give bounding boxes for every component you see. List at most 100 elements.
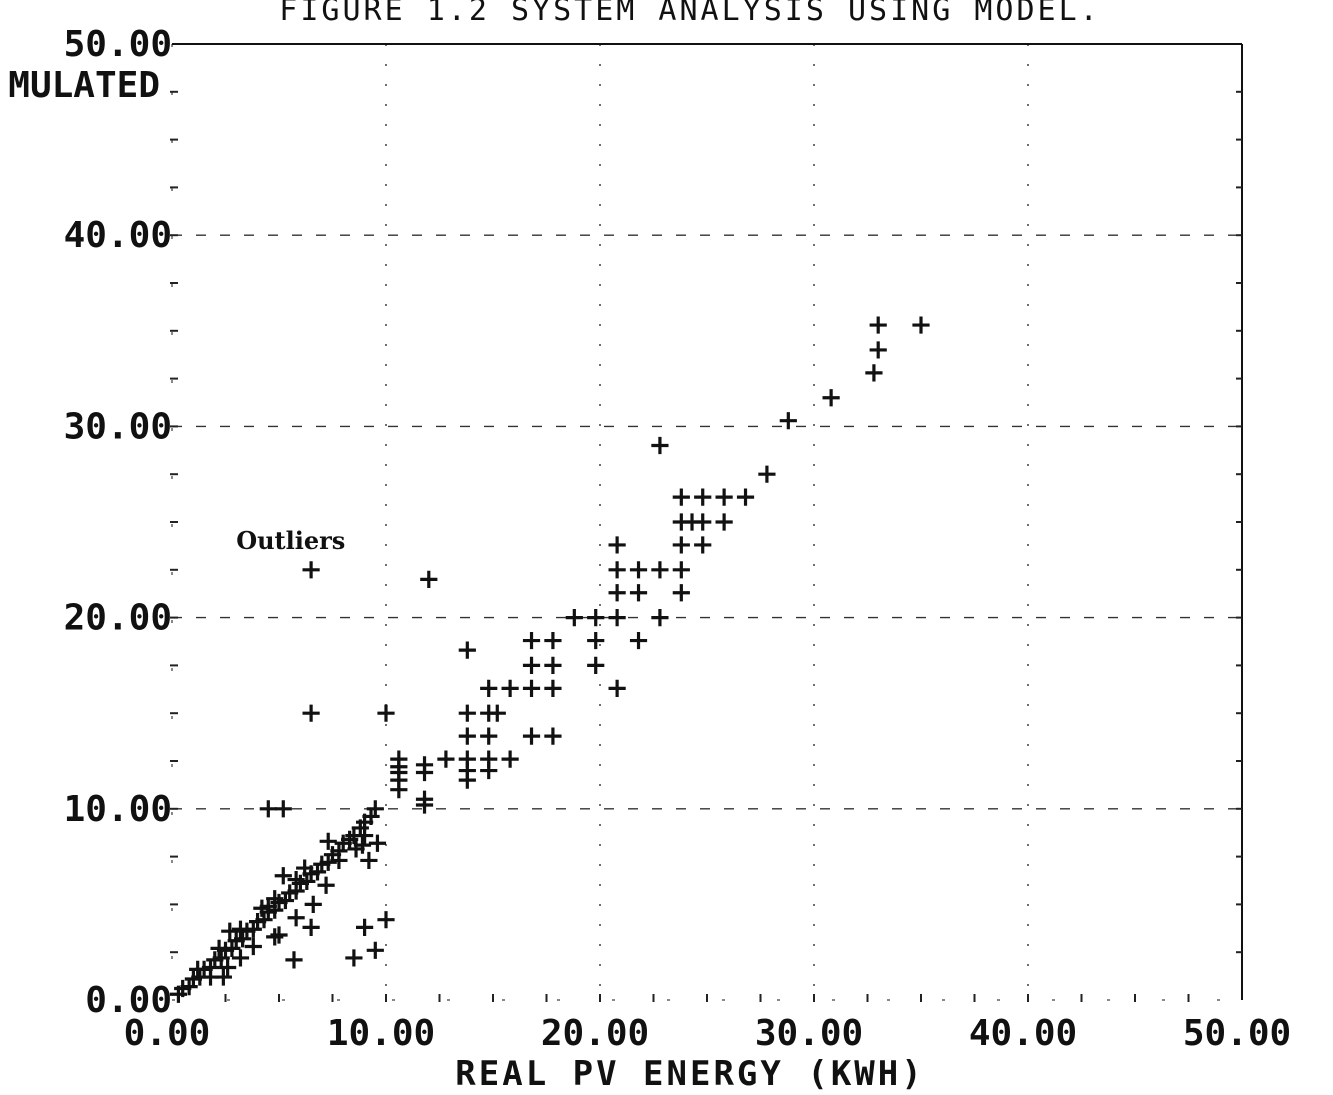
data-point	[865, 364, 883, 382]
data-point	[715, 488, 733, 506]
data-point	[651, 436, 669, 455]
data-point	[587, 631, 605, 650]
y-tick-label: 0.00	[85, 980, 172, 1021]
data-point	[216, 941, 235, 959]
data-point	[360, 851, 378, 870]
data-point	[522, 631, 541, 650]
data-point	[672, 584, 690, 602]
y-tick-labels: 0.00 10.00 20.00 30.00 40.00 50.00	[64, 24, 172, 1021]
x-axis-label: REAL PV ENERGY (KWH)	[455, 1054, 924, 1094]
data-point	[488, 704, 506, 722]
data-point	[458, 704, 476, 722]
data-point	[629, 561, 648, 579]
data-point	[274, 800, 292, 818]
data-point	[608, 536, 626, 554]
data-point	[302, 918, 320, 936]
chart-title: FIGURE 1.2 SYSTEM ANALYSIS USING MODEL.	[279, 0, 1100, 28]
data-point	[608, 584, 626, 602]
data-point	[522, 656, 541, 674]
data-point	[694, 536, 712, 554]
data-point	[366, 800, 384, 818]
data-point	[210, 939, 228, 957]
x-tick-label: 0.00	[124, 1013, 211, 1054]
y-tick-label: 20.00	[64, 598, 172, 639]
data-point	[420, 570, 438, 588]
data-point	[330, 851, 348, 870]
data-point	[565, 609, 583, 627]
data-point	[302, 561, 320, 579]
data-point	[174, 979, 192, 998]
data-point	[758, 465, 776, 483]
data-point	[345, 949, 363, 967]
annotations: Outliers	[236, 526, 345, 555]
data-point	[822, 389, 840, 407]
data-point	[189, 960, 207, 979]
data-point	[458, 727, 476, 745]
data-point	[296, 859, 314, 877]
data-point	[587, 656, 605, 674]
x-tick-label: 30.00	[755, 1013, 863, 1054]
data-point	[253, 899, 271, 917]
data-point	[214, 968, 232, 986]
data-point	[779, 412, 797, 430]
data-point	[608, 609, 626, 627]
data-point	[437, 750, 455, 768]
data-point	[244, 937, 262, 956]
data-point	[672, 488, 690, 506]
x-tick-label: 20.00	[541, 1013, 649, 1054]
data-point	[501, 679, 519, 697]
data-point	[206, 951, 224, 969]
y-tick-label: 50.00	[64, 24, 172, 65]
data-point	[608, 561, 626, 579]
data-point	[231, 949, 250, 967]
data-point	[629, 631, 648, 650]
data-point	[249, 913, 267, 931]
data-point	[544, 656, 562, 674]
data-point	[544, 679, 562, 697]
data-points	[169, 316, 930, 1003]
data-point	[651, 561, 669, 579]
data-point	[501, 750, 519, 768]
gridlines	[172, 44, 1242, 1000]
data-point	[544, 727, 562, 745]
data-point	[869, 341, 887, 359]
data-point	[544, 631, 562, 650]
data-point	[270, 926, 288, 944]
data-point	[353, 836, 372, 854]
data-point	[694, 488, 712, 506]
data-point	[184, 970, 202, 988]
data-point	[238, 922, 256, 940]
data-point	[285, 951, 303, 969]
data-point	[317, 876, 335, 894]
data-point	[287, 909, 305, 927]
data-point	[629, 584, 648, 602]
data-point	[366, 941, 384, 959]
data-point	[356, 918, 374, 936]
y-tick-label: 10.00	[64, 789, 172, 830]
data-point	[302, 704, 320, 722]
data-point	[522, 727, 541, 745]
x-tick-label: 50.00	[1183, 1013, 1291, 1054]
data-point	[368, 834, 387, 852]
data-point	[259, 897, 277, 915]
data-point	[715, 513, 733, 531]
data-point	[319, 832, 337, 850]
data-point	[458, 771, 476, 789]
data-point	[736, 488, 755, 506]
data-point	[587, 609, 605, 627]
data-point	[274, 867, 292, 885]
data-point	[377, 911, 395, 929]
x-tick-label: 40.00	[969, 1013, 1077, 1054]
x-tick-label: 10.00	[327, 1013, 435, 1054]
data-point	[672, 561, 690, 579]
data-point	[608, 679, 626, 697]
annotation-label: Outliers	[236, 526, 345, 555]
y-tick-label: 30.00	[64, 406, 172, 447]
data-point	[219, 958, 237, 977]
data-point	[304, 895, 322, 913]
data-point	[869, 316, 887, 334]
data-point	[356, 826, 374, 845]
x-tick-labels: 0.00 10.00 20.00 30.00 40.00 50.00	[124, 1013, 1292, 1054]
data-point	[672, 536, 690, 554]
